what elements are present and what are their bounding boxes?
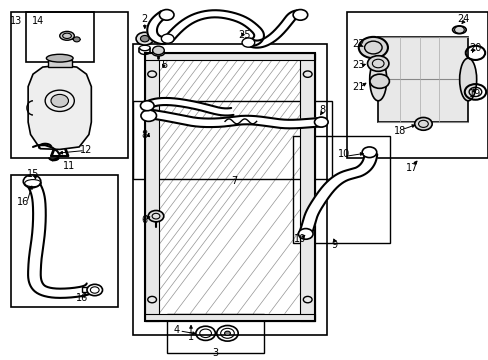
Circle shape	[362, 147, 376, 158]
Text: 16: 16	[75, 293, 87, 303]
Circle shape	[358, 37, 387, 58]
Text: 3: 3	[212, 348, 218, 358]
Polygon shape	[143, 109, 322, 128]
Bar	[144, 53, 314, 60]
Text: 24: 24	[456, 14, 468, 24]
Bar	[26, 12, 94, 62]
Bar	[144, 314, 314, 321]
Circle shape	[369, 74, 388, 88]
Bar	[47, 60, 72, 67]
Polygon shape	[142, 98, 233, 116]
Circle shape	[136, 32, 153, 45]
Circle shape	[23, 175, 41, 188]
Bar	[300, 53, 314, 321]
Circle shape	[224, 331, 230, 336]
Ellipse shape	[60, 31, 74, 40]
Text: 11: 11	[63, 162, 76, 171]
Text: 14: 14	[32, 16, 44, 26]
Circle shape	[367, 56, 388, 71]
Circle shape	[87, 284, 102, 296]
Circle shape	[314, 117, 327, 127]
Circle shape	[159, 10, 174, 20]
Text: 22: 22	[352, 39, 364, 49]
Text: 23: 23	[352, 60, 364, 70]
Text: 21: 21	[352, 82, 364, 91]
Circle shape	[51, 94, 68, 107]
Polygon shape	[25, 178, 99, 298]
Text: 9: 9	[331, 239, 337, 249]
Bar	[144, 53, 314, 321]
Circle shape	[161, 34, 174, 43]
Text: 1: 1	[187, 332, 194, 342]
Circle shape	[298, 229, 312, 239]
Text: 15: 15	[27, 168, 39, 179]
Bar	[81, 287, 88, 292]
Circle shape	[148, 211, 163, 222]
Bar	[132, 101, 331, 179]
Polygon shape	[164, 10, 264, 46]
Bar	[11, 12, 127, 158]
Circle shape	[152, 46, 164, 55]
Text: 17: 17	[405, 163, 418, 173]
Ellipse shape	[459, 58, 476, 101]
Circle shape	[414, 117, 431, 130]
Text: 2: 2	[142, 14, 148, 24]
Circle shape	[242, 38, 254, 47]
Bar	[11, 175, 118, 307]
Text: 10: 10	[294, 234, 306, 244]
Ellipse shape	[452, 26, 465, 34]
Polygon shape	[298, 154, 376, 237]
Bar	[166, 314, 264, 353]
Text: 25: 25	[238, 30, 250, 40]
Ellipse shape	[46, 54, 73, 62]
Ellipse shape	[152, 50, 164, 56]
Ellipse shape	[369, 58, 386, 101]
Text: 5: 5	[161, 60, 167, 70]
Text: 20: 20	[468, 42, 481, 53]
Text: 8: 8	[319, 105, 325, 115]
Polygon shape	[246, 10, 298, 48]
Text: 19: 19	[468, 89, 481, 99]
Circle shape	[292, 10, 307, 20]
Text: 6: 6	[142, 215, 147, 225]
Bar	[292, 136, 389, 243]
Text: 18: 18	[393, 126, 406, 136]
Circle shape	[140, 101, 154, 111]
Bar	[132, 44, 326, 335]
Text: 16: 16	[17, 197, 29, 207]
Text: 13: 13	[10, 16, 22, 26]
Text: 4: 4	[173, 325, 179, 335]
Polygon shape	[147, 11, 172, 44]
Text: 7: 7	[231, 176, 238, 186]
Text: 10: 10	[337, 149, 349, 159]
Polygon shape	[28, 65, 91, 149]
Bar	[377, 37, 467, 122]
Circle shape	[140, 36, 149, 42]
Circle shape	[141, 110, 156, 121]
Bar	[346, 12, 487, 158]
Text: 8: 8	[142, 130, 147, 140]
Text: 12: 12	[80, 145, 92, 156]
Bar	[144, 53, 159, 321]
Circle shape	[73, 37, 80, 42]
